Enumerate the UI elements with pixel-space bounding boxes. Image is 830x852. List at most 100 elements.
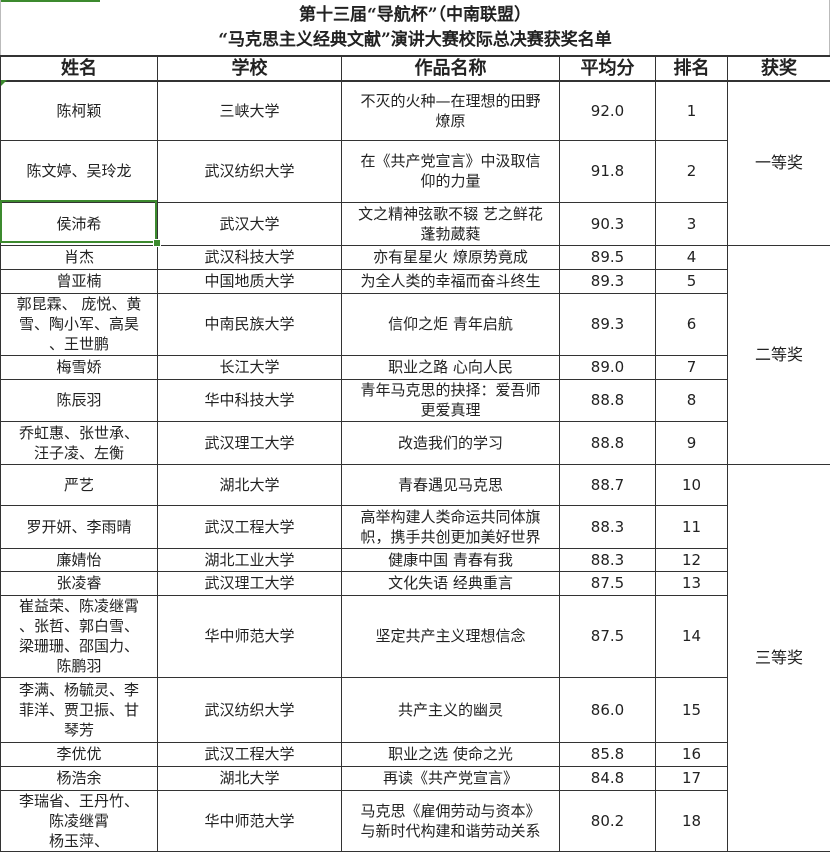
name-cell[interactable]: 乔虹惠、张世承、 汪子凌、左衡 <box>1 421 158 464</box>
score-cell[interactable]: 80.2 <box>560 790 656 851</box>
name-cell[interactable]: 杨浩余 <box>1 766 158 790</box>
name-cell[interactable]: 陈文婷、吴玲龙 <box>1 140 158 202</box>
score-cell[interactable]: 88.3 <box>560 505 656 548</box>
name-cell[interactable]: 张凌睿 <box>1 571 158 595</box>
header-rank[interactable]: 排名 <box>656 56 728 81</box>
rank-cell[interactable]: 14 <box>656 595 728 677</box>
work-cell[interactable]: 职业之选 使命之光 <box>342 742 560 766</box>
school-cell[interactable]: 武汉理工大学 <box>158 571 342 595</box>
school-cell[interactable]: 中南民族大学 <box>158 293 342 355</box>
work-cell[interactable]: 文化失语 经典重言 <box>342 571 560 595</box>
work-cell[interactable]: 为全人类的幸福而奋斗终生 <box>342 269 560 293</box>
work-cell[interactable]: 坚定共产主义理想信念 <box>342 595 560 677</box>
name-cell[interactable]: 崔益荣、陈凌继霄 、张哲、郭白雪、 梁珊珊、邵国力、 陈鹏羽 <box>1 595 158 677</box>
name-cell[interactable]: 李优优 <box>1 742 158 766</box>
rank-cell[interactable]: 13 <box>656 571 728 595</box>
work-cell[interactable]: 高举构建人类命运共同体旗 帜，携手共创更加美好世界 <box>342 505 560 548</box>
score-cell[interactable]: 91.8 <box>560 140 656 202</box>
name-cell[interactable]: 李瑞省、王丹竹、 陈凌继霄 杨玉萍、 <box>1 790 158 851</box>
rank-cell[interactable]: 3 <box>656 202 728 245</box>
name-cell[interactable]: 梅雪娇 <box>1 355 158 379</box>
school-cell[interactable]: 武汉科技大学 <box>158 245 342 269</box>
name-cell[interactable]: 李满、杨毓灵、李 菲洋、贾卫振、甘 琴芳 <box>1 677 158 742</box>
work-cell[interactable]: 在《共产党宣言》中汲取信 仰的力量 <box>342 140 560 202</box>
school-cell[interactable]: 武汉理工大学 <box>158 421 342 464</box>
name-cell[interactable]: 陈辰羽 <box>1 379 158 421</box>
school-cell[interactable]: 中国地质大学 <box>158 269 342 293</box>
rank-cell[interactable]: 12 <box>656 548 728 571</box>
header-score[interactable]: 平均分 <box>560 56 656 81</box>
score-cell[interactable]: 88.8 <box>560 421 656 464</box>
fill-handle[interactable] <box>153 239 161 247</box>
school-cell[interactable]: 湖北工业大学 <box>158 548 342 571</box>
rank-cell[interactable]: 8 <box>656 379 728 421</box>
rank-cell[interactable]: 11 <box>656 505 728 548</box>
name-cell[interactable]: 廉婧怡 <box>1 548 158 571</box>
score-cell[interactable]: 92.0 <box>560 81 656 140</box>
work-cell[interactable]: 职业之路 心向人民 <box>342 355 560 379</box>
score-cell[interactable]: 89.5 <box>560 245 656 269</box>
name-cell[interactable]: 严艺 <box>1 464 158 505</box>
score-cell[interactable]: 89.3 <box>560 269 656 293</box>
work-cell[interactable]: 健康中国 青春有我 <box>342 548 560 571</box>
award-cell[interactable]: 二等奖 <box>728 245 830 464</box>
name-cell[interactable]: 曾亚楠 <box>1 269 158 293</box>
rank-cell[interactable]: 4 <box>656 245 728 269</box>
rank-cell[interactable]: 2 <box>656 140 728 202</box>
rank-cell[interactable]: 16 <box>656 742 728 766</box>
name-cell[interactable]: 罗开妍、李雨晴 <box>1 505 158 548</box>
score-cell[interactable]: 89.3 <box>560 293 656 355</box>
work-cell[interactable]: 再读《共产党宣言》 <box>342 766 560 790</box>
score-cell[interactable]: 88.7 <box>560 464 656 505</box>
work-cell[interactable]: 文之精神弦歌不辍 艺之鲜花 蓬勃葳蕤 <box>342 202 560 245</box>
school-cell[interactable]: 长江大学 <box>158 355 342 379</box>
school-cell[interactable]: 武汉工程大学 <box>158 742 342 766</box>
work-cell[interactable]: 改造我们的学习 <box>342 421 560 464</box>
score-cell[interactable]: 86.0 <box>560 677 656 742</box>
school-cell[interactable]: 武汉纺织大学 <box>158 677 342 742</box>
rank-cell[interactable]: 5 <box>656 269 728 293</box>
header-award[interactable]: 获奖 <box>728 56 830 81</box>
school-cell[interactable]: 武汉纺织大学 <box>158 140 342 202</box>
rank-cell[interactable]: 7 <box>656 355 728 379</box>
rank-cell[interactable]: 17 <box>656 766 728 790</box>
school-cell[interactable]: 三峡大学 <box>158 81 342 140</box>
school-cell[interactable]: 华中师范大学 <box>158 790 342 851</box>
school-cell[interactable]: 湖北大学 <box>158 464 342 505</box>
work-cell[interactable]: 青年马克思的抉择：爱吾师 更爱真理 <box>342 379 560 421</box>
name-cell[interactable]: 陈柯颖 <box>1 81 158 140</box>
work-cell[interactable]: 青春遇见马克思 <box>342 464 560 505</box>
work-cell[interactable]: 信仰之炬 青年启航 <box>342 293 560 355</box>
score-cell[interactable]: 88.8 <box>560 379 656 421</box>
work-cell[interactable]: 亦有星星火 燎原势竟成 <box>342 245 560 269</box>
work-cell[interactable]: 共产主义的幽灵 <box>342 677 560 742</box>
rank-cell[interactable]: 1 <box>656 81 728 140</box>
score-cell[interactable]: 87.5 <box>560 595 656 677</box>
score-cell[interactable]: 88.3 <box>560 548 656 571</box>
rank-cell[interactable]: 15 <box>656 677 728 742</box>
school-cell[interactable]: 华中师范大学 <box>158 595 342 677</box>
award-cell[interactable]: 三等奖 <box>728 464 830 851</box>
work-cell[interactable]: 不灭的火种—在理想的田野 燎原 <box>342 81 560 140</box>
work-cell[interactable]: 马克思《雇佣劳动与资本》 与新时代构建和谐劳动关系 <box>342 790 560 851</box>
name-cell[interactable]: 肖杰 <box>1 245 158 269</box>
name-cell[interactable]: 侯沛希 <box>1 202 158 245</box>
header-school[interactable]: 学校 <box>158 56 342 81</box>
rank-cell[interactable]: 18 <box>656 790 728 851</box>
rank-cell[interactable]: 6 <box>656 293 728 355</box>
header-work[interactable]: 作品名称 <box>342 56 560 81</box>
award-cell[interactable]: 一等奖 <box>728 81 830 245</box>
school-cell[interactable]: 武汉工程大学 <box>158 505 342 548</box>
rank-cell[interactable]: 10 <box>656 464 728 505</box>
name-cell[interactable]: 郭昆霖、 庞悦、黄 雪、陶小军、高昊 、王世鹏 <box>1 293 158 355</box>
school-cell[interactable]: 湖北大学 <box>158 766 342 790</box>
school-cell[interactable]: 华中科技大学 <box>158 379 342 421</box>
score-cell[interactable]: 87.5 <box>560 571 656 595</box>
score-cell[interactable]: 85.8 <box>560 742 656 766</box>
rank-cell[interactable]: 9 <box>656 421 728 464</box>
school-cell[interactable]: 武汉大学 <box>158 202 342 245</box>
header-name[interactable]: 姓名 <box>1 56 158 81</box>
score-cell[interactable]: 84.8 <box>560 766 656 790</box>
score-cell[interactable]: 89.0 <box>560 355 656 379</box>
score-cell[interactable]: 90.3 <box>560 202 656 245</box>
